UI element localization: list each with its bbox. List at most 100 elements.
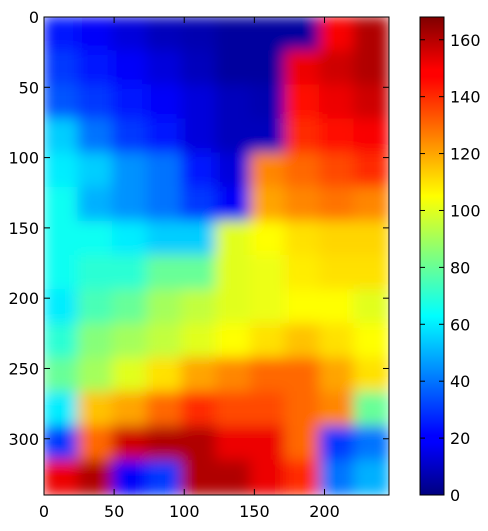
y-axis-ticks: 0 50 100 150 200 250 300 — [8, 8, 389, 449]
heatmap-cell — [353, 186, 389, 223]
heatmap-cell — [353, 84, 389, 121]
heatmap-cell — [319, 323, 356, 360]
heatmap-cell — [250, 289, 287, 326]
heatmap-cell — [181, 118, 218, 155]
heatmap-cell — [181, 391, 218, 428]
heatmap-cell — [284, 357, 321, 394]
heatmap-cell — [146, 152, 183, 189]
heatmap-cell — [284, 459, 321, 495]
heatmap-cell — [44, 425, 80, 462]
y-tick-label: 50 — [19, 78, 39, 97]
heatmap-cell — [353, 323, 389, 360]
heatmap-cell — [77, 357, 114, 394]
heatmap-cell — [284, 186, 321, 223]
heatmap-cell — [284, 255, 321, 292]
heatmap-cell — [77, 118, 114, 155]
colorbar-tick-label: 80 — [450, 258, 470, 277]
heatmap-cell — [353, 17, 389, 53]
heatmap-cell — [112, 118, 149, 155]
heatmap-cell — [112, 391, 149, 428]
heatmap-cell — [146, 220, 183, 257]
heatmap-cell — [215, 323, 252, 360]
heatmap-cell — [215, 289, 252, 326]
heatmap-cell — [284, 152, 321, 189]
heatmap-cell — [44, 50, 80, 87]
heatmap-cell — [181, 323, 218, 360]
heatmap-cell — [319, 50, 356, 87]
heatmap-cell — [77, 152, 114, 189]
y-tick-label: 150 — [8, 219, 39, 238]
heatmap-cell — [77, 391, 114, 428]
heatmap-cell — [353, 118, 389, 155]
heatmap-cell — [250, 17, 287, 53]
heatmap-cell — [284, 323, 321, 360]
y-tick-label: 100 — [8, 149, 39, 168]
heatmap-cell — [250, 118, 287, 155]
heatmap-cell — [146, 17, 183, 53]
y-tick-label: 300 — [8, 430, 39, 449]
heatmap-cell — [181, 186, 218, 223]
heatmap-cell — [250, 186, 287, 223]
heatmap-cell — [353, 152, 389, 189]
heatmap-cell — [77, 220, 114, 257]
heatmap-cell — [319, 220, 356, 257]
heatmap-cell — [181, 425, 218, 462]
heatmap-cell — [319, 357, 356, 394]
heatmap-cell — [319, 84, 356, 121]
heatmap-cell — [215, 425, 252, 462]
heatmap-cell — [77, 289, 114, 326]
heatmap-cell — [44, 255, 80, 292]
heatmap-cell — [112, 50, 149, 87]
colorbar-ticks: 0 20 40 60 80 100 120 140 160 — [420, 31, 481, 505]
heatmap-cell — [181, 84, 218, 121]
heatmap-cell — [215, 17, 252, 53]
colorbar-tick-label: 120 — [450, 145, 481, 164]
heatmap-cell — [353, 459, 389, 495]
heatmap-cell — [77, 17, 114, 53]
heatmap-cell — [215, 186, 252, 223]
colorbar-tick-label: 20 — [450, 429, 470, 448]
heatmap-cells — [44, 17, 389, 495]
heatmap-cell — [250, 425, 287, 462]
x-tick-label: 50 — [104, 502, 124, 521]
heatmap-cell — [319, 391, 356, 428]
heatmap-cell — [112, 17, 149, 53]
heatmap-cell — [181, 255, 218, 292]
heatmap-cell — [44, 323, 80, 360]
heatmap-cell — [250, 84, 287, 121]
heatmap-cell — [112, 425, 149, 462]
heatmap-cell — [146, 186, 183, 223]
heatmap-cell — [353, 357, 389, 394]
heatmap-cell — [284, 118, 321, 155]
heatmap-cell — [112, 357, 149, 394]
heatmap-cell — [146, 84, 183, 121]
heatmap-cell — [250, 357, 287, 394]
heatmap-cell — [112, 186, 149, 223]
heatmap-cell — [215, 357, 252, 394]
x-tick-label: 200 — [309, 502, 340, 521]
heatmap-cell — [146, 323, 183, 360]
heatmap-cell — [77, 323, 114, 360]
x-tick-label: 100 — [169, 502, 200, 521]
heatmap-cell — [319, 186, 356, 223]
heatmap-cell — [353, 289, 389, 326]
heatmap-cell — [250, 220, 287, 257]
heatmap-cell — [181, 289, 218, 326]
heatmap-cell — [319, 459, 356, 495]
heatmap-cell — [146, 459, 183, 495]
heatmap-cell — [112, 220, 149, 257]
heatmap-cell — [44, 17, 80, 53]
heatmap-cell — [215, 152, 252, 189]
heatmap-cell — [181, 357, 218, 394]
heatmap-cell — [319, 255, 356, 292]
colorbar-tick-label: 140 — [450, 88, 481, 107]
heatmap-cell — [284, 84, 321, 121]
x-tick-label: 150 — [239, 502, 270, 521]
heatmap-cell — [250, 255, 287, 292]
colorbar-tick-label: 100 — [450, 201, 481, 220]
heatmap-cell — [146, 50, 183, 87]
heatmap-cell — [215, 459, 252, 495]
heatmap-cell — [112, 152, 149, 189]
heatmap-cell — [215, 391, 252, 428]
